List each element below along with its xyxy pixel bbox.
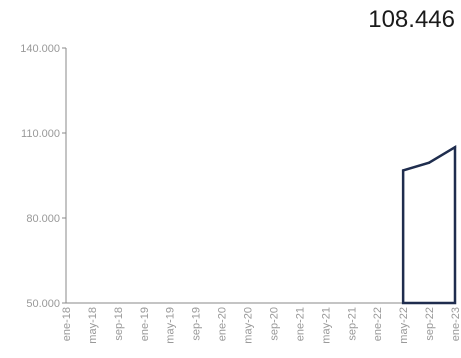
data-point [427, 161, 431, 164]
x-tick-label: sep-20 [268, 307, 280, 341]
x-tick-label: may-21 [320, 307, 332, 344]
x-tick-label: may-22 [398, 307, 410, 344]
x-tick-label: may-19 [165, 307, 177, 344]
y-tick-label: 110.000 [21, 128, 60, 140]
series-area [401, 144, 457, 305]
data-point [401, 169, 405, 172]
data-point [453, 145, 457, 149]
x-tick-label: ene-21 [294, 307, 306, 341]
x-tick-label: ene-19 [139, 307, 151, 341]
headline-value: 108.446 [368, 6, 455, 33]
x-tick-label: sep-21 [346, 307, 358, 341]
y-axis: 50.000 80.000 110.000 140.000 [20, 43, 67, 310]
y-tick-label: 50.000 [26, 298, 60, 310]
y-tick-label: 140.000 [20, 43, 60, 55]
x-tick-label: ene-18 [61, 307, 73, 341]
x-tick-label: sep-19 [191, 307, 203, 341]
x-tick-label: may-18 [87, 307, 99, 344]
y-tick-label: 80.000 [26, 213, 60, 225]
x-tick-label: may-20 [243, 307, 255, 344]
x-tick-label: ene-23 [450, 307, 461, 341]
series-group [401, 144, 457, 305]
x-tick-label: sep-18 [113, 307, 125, 341]
x-tick-label: sep-22 [424, 307, 436, 341]
x-tick-label: ene-22 [372, 307, 384, 341]
x-axis: ene-18 may-18 sep-18 ene-19 may-19 sep-19 ene-… [61, 302, 461, 344]
x-tick-label: ene-20 [217, 307, 229, 341]
